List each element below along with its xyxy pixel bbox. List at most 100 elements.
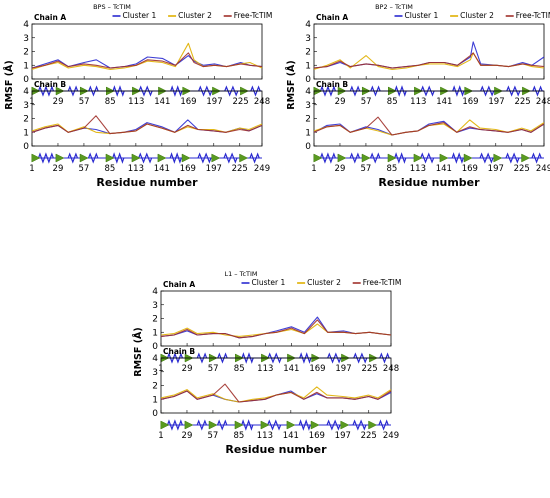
helix-glyph bbox=[319, 85, 336, 97]
plot-frame bbox=[31, 90, 263, 147]
x-tick-label: 197 bbox=[335, 364, 351, 374]
x-tick-label: 141 bbox=[154, 97, 170, 107]
x-tick-label: 85 bbox=[387, 97, 398, 107]
legend-entry: Cluster 2 bbox=[178, 11, 212, 20]
x-tick-label: 29 bbox=[335, 97, 346, 107]
y-tick-label: 0 bbox=[305, 142, 311, 152]
y-tick-label: 3 bbox=[23, 34, 29, 44]
y-tick-label: 4 bbox=[305, 20, 311, 30]
x-tick-label: 197 bbox=[488, 164, 504, 174]
strand-arrow bbox=[286, 420, 296, 430]
helix-glyph bbox=[196, 352, 208, 364]
chain-label: Chain A bbox=[34, 13, 66, 22]
helix-glyph bbox=[394, 152, 407, 164]
plot-frame bbox=[313, 23, 545, 80]
x-axis-label: Residue number bbox=[96, 176, 198, 189]
y-tick-label: 2 bbox=[305, 115, 311, 125]
legend-entry: Free-TcTIM bbox=[234, 11, 273, 20]
helix-glyph bbox=[196, 419, 208, 431]
strand-arrow bbox=[181, 153, 191, 163]
y-axis-label: RMSF (Å) bbox=[133, 327, 144, 376]
x-tick-label: 1 bbox=[158, 431, 163, 441]
chart-title: BPS – TcTIM bbox=[93, 3, 131, 11]
strand-arrow bbox=[208, 420, 218, 430]
x-tick-label: 225 bbox=[514, 164, 530, 174]
strand-arrow bbox=[234, 420, 244, 430]
series-line bbox=[31, 52, 263, 69]
series-line bbox=[160, 383, 392, 403]
plot-frame bbox=[313, 90, 545, 147]
x-tick-label: 85 bbox=[233, 431, 244, 441]
series-line bbox=[313, 116, 545, 136]
helix-glyph bbox=[249, 152, 260, 164]
y-tick-label: 2 bbox=[23, 48, 29, 58]
strand-arrow bbox=[463, 153, 473, 163]
legend-entry: Cluster 1 bbox=[252, 278, 286, 287]
x-axis-label: Residue number bbox=[378, 176, 480, 189]
helix-glyph bbox=[326, 419, 341, 431]
helix-glyph bbox=[67, 152, 79, 164]
y-tick-label: 3 bbox=[152, 301, 158, 311]
strand-arrow bbox=[340, 420, 350, 430]
helix-glyph bbox=[420, 152, 435, 164]
x-tick-label: 169 bbox=[462, 164, 478, 174]
helix-glyph bbox=[298, 419, 311, 431]
strand-arrow bbox=[131, 153, 141, 163]
y-tick-label: 3 bbox=[23, 101, 29, 111]
helix-glyph bbox=[479, 152, 494, 164]
series-line bbox=[313, 52, 545, 69]
y-tick-label: 1 bbox=[152, 395, 158, 405]
strand-arrow bbox=[493, 153, 503, 163]
x-tick-label: 141 bbox=[154, 164, 170, 174]
chart-title: L1 – TcTIM bbox=[224, 270, 257, 278]
x-tick-label: 1 bbox=[311, 164, 316, 174]
plot-frame bbox=[160, 290, 392, 347]
x-tick-label: 169 bbox=[462, 97, 478, 107]
legend-entry: Cluster 2 bbox=[460, 11, 494, 20]
x-tick-label: 141 bbox=[283, 431, 299, 441]
x-tick-label: 249 bbox=[254, 164, 270, 174]
x-tick-label: 29 bbox=[53, 164, 64, 174]
series-line bbox=[313, 120, 545, 136]
y-tick-label: 3 bbox=[152, 368, 158, 378]
y-tick-label: 0 bbox=[23, 142, 29, 152]
x-tick-label: 197 bbox=[206, 97, 222, 107]
x-tick-label: 57 bbox=[208, 431, 219, 441]
x-tick-label: 249 bbox=[536, 164, 550, 174]
helix-glyph bbox=[352, 419, 367, 431]
strand-arrow bbox=[337, 153, 347, 163]
strand-arrow bbox=[413, 153, 423, 163]
y-tick-label: 4 bbox=[305, 87, 311, 97]
x-tick-label: 225 bbox=[361, 431, 377, 441]
series-line bbox=[160, 319, 392, 339]
y-tick-label: 1 bbox=[152, 328, 158, 338]
helix-glyph bbox=[505, 152, 520, 164]
helix-glyph bbox=[319, 152, 336, 164]
helix-glyph bbox=[370, 152, 381, 164]
strand-arrow bbox=[361, 153, 371, 163]
helix-glyph bbox=[112, 152, 125, 164]
helix-glyph bbox=[217, 419, 228, 431]
panel-chain-b: Chain B 0 1 2 3 4 1 29 57 85 113 141 169 197 225 249 bbox=[152, 347, 399, 441]
helix-glyph bbox=[169, 152, 182, 164]
x-tick-label: 197 bbox=[488, 97, 504, 107]
y-tick-label: 4 bbox=[23, 20, 29, 30]
helix-glyph bbox=[67, 85, 79, 97]
x-tick-label: 113 bbox=[128, 97, 144, 107]
strand-arrow bbox=[160, 420, 170, 430]
x-tick-label: 169 bbox=[180, 97, 196, 107]
strand-arrow bbox=[184, 420, 194, 430]
plot-frame bbox=[160, 357, 392, 414]
x-axis-label: Residue number bbox=[225, 443, 327, 456]
y-tick-label: 1 bbox=[23, 128, 29, 138]
x-tick-label: 85 bbox=[386, 164, 397, 174]
strand-arrow bbox=[310, 420, 320, 430]
x-tick-label: 141 bbox=[436, 164, 452, 174]
y-tick-label: 2 bbox=[23, 115, 29, 125]
helix-glyph bbox=[88, 85, 99, 97]
helix-glyph bbox=[531, 152, 542, 164]
x-tick-label: 141 bbox=[436, 97, 452, 107]
helix-glyph bbox=[349, 152, 361, 164]
